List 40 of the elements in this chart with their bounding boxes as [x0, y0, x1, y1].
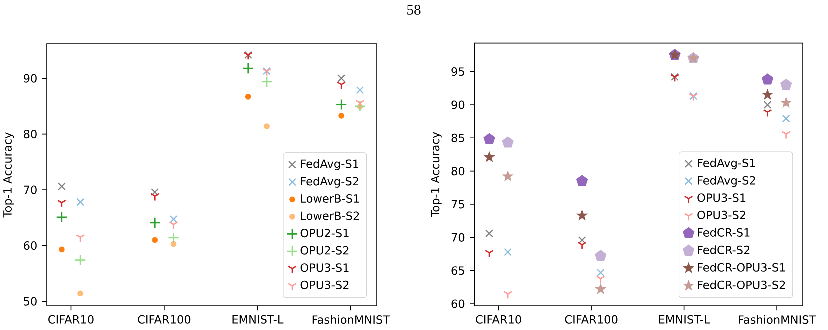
y-tick-label: 70 — [24, 186, 37, 194]
legend-label: LowerB-S2 — [301, 212, 360, 220]
x-tick-label: FashionMNIST — [312, 315, 390, 324]
legend-label: OPU3-S2 — [300, 280, 349, 290]
legend-label: FedCR-S2 — [698, 246, 750, 254]
y-tick-label: 60 — [452, 300, 465, 308]
y-tick-label: 85 — [452, 134, 464, 142]
legend-label: OPU3-S2 — [698, 210, 746, 220]
y-tick-label: 60 — [24, 242, 37, 250]
y-tick-label: 80 — [24, 130, 37, 139]
x-tick-label: EMNIST-L — [232, 315, 284, 324]
y-tick-label: 75 — [452, 200, 464, 209]
x-tick-label: CIFAR10 — [476, 315, 522, 324]
y-tick-label: 80 — [452, 167, 465, 176]
x-tick-label: FashionMNIST — [739, 315, 816, 324]
legend-label: FedAvg-S1 — [301, 160, 359, 170]
text: 58 — [408, 5, 421, 15]
x-tick-label: CIFAR10 — [48, 315, 94, 324]
legend-label: LowerB-S1 — [301, 194, 360, 204]
legend-label: OPU3-S1 — [698, 194, 746, 202]
legend-label: FedAvg-S1 — [698, 158, 756, 170]
x-tick-label: CIFAR100 — [138, 315, 191, 324]
y-tick-label: 65 — [452, 266, 464, 276]
y-tick-label: 70 — [452, 233, 465, 242]
x-tick-label: EMNIST-L — [659, 315, 710, 324]
legend-label: FedCR-S1 — [698, 228, 750, 237]
legend-label: FedAvg-S2 — [301, 176, 358, 188]
y-axis-title: Top-1 Accuracy — [4, 132, 14, 218]
y-tick-label: 90 — [24, 74, 37, 83]
legend-label: OPU3-S1 — [300, 264, 349, 272]
legend-label: FedCR-OPU3-S1 — [698, 263, 786, 272]
y-tick-label: 50 — [24, 297, 37, 306]
y-tick-label: 90 — [452, 100, 465, 110]
legend-label: OPU2-S2 — [300, 246, 349, 255]
legend-label: FedAvg-S2 — [698, 176, 756, 188]
y-axis-title: Top-1 Accuracy — [431, 132, 442, 218]
x-tick-label: CIFAR100 — [565, 315, 618, 324]
legend-label: FedCR-OPU3-S2 — [698, 280, 786, 290]
legend-label: OPU2-S1 — [300, 229, 349, 238]
y-tick-label: 95 — [452, 68, 464, 76]
